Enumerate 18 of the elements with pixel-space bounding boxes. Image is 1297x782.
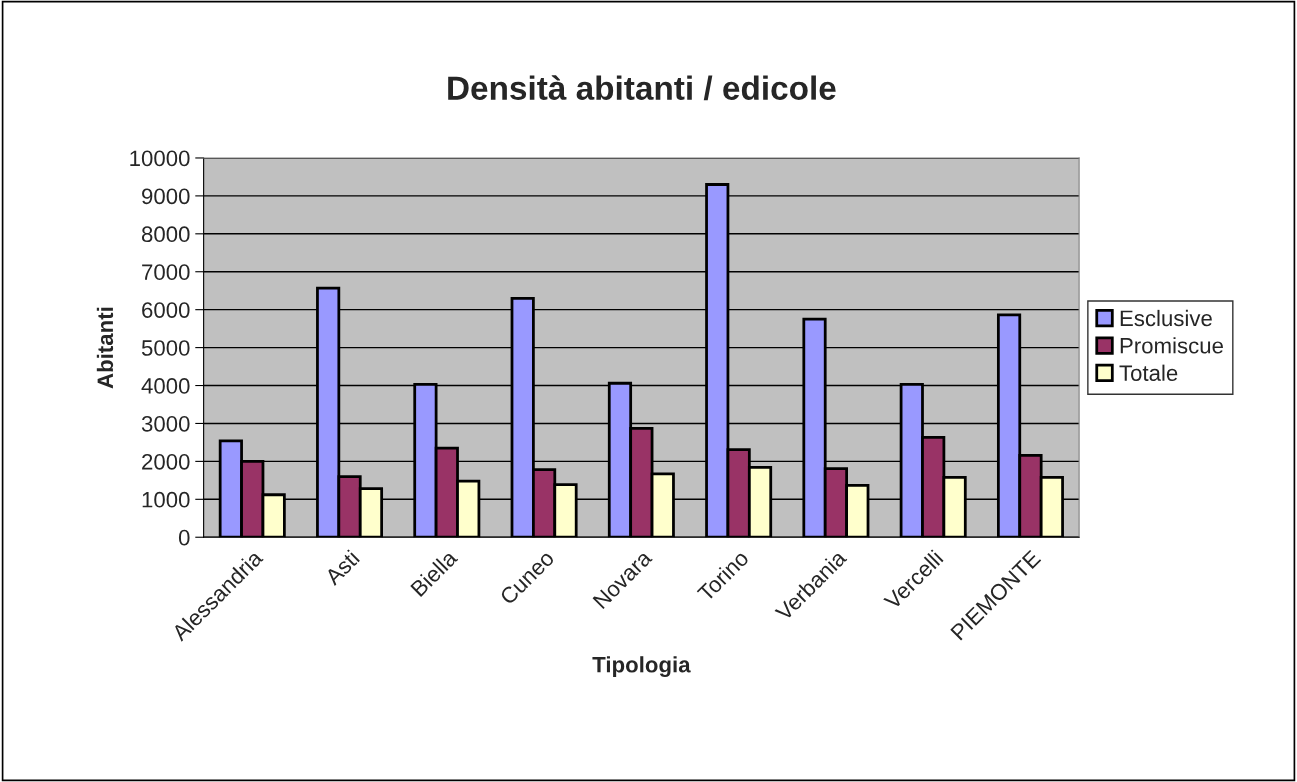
legend-label: Promiscue — [1120, 337, 1223, 354]
legend-label: Totale — [1119, 364, 1178, 381]
y-tick-label: 7000 — [142, 264, 190, 281]
y-tick-label: 9000 — [142, 188, 190, 205]
y-tick-label: 1000 — [142, 491, 190, 508]
y-tick-label: 4000 — [141, 378, 190, 394]
x-axis-title: Tipologia — [592, 656, 691, 678]
y-tick-label: 10000 — [130, 150, 190, 167]
x-tick-label: Asti — [323, 549, 361, 587]
y-tick-label: 8000 — [141, 226, 190, 243]
y-tick-label: 5000 — [141, 340, 190, 356]
y-tick-label: 3000 — [141, 415, 190, 432]
y-tick-label: 2000 — [142, 453, 190, 470]
chart-title: Densità abitanti / edicole — [448, 75, 836, 101]
y-tick-label: 6000 — [142, 302, 190, 318]
y-tick-label: 0 — [178, 529, 190, 546]
legend-label: Esclusive — [1120, 309, 1212, 327]
y-axis-title: Abitanti — [96, 307, 114, 389]
